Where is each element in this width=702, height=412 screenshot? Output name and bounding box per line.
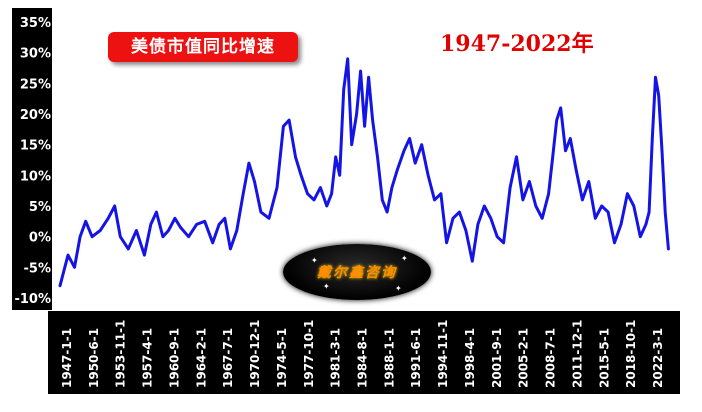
watermark-text: 戴尔鑫咨询	[317, 265, 397, 281]
y-tick-label: 5%	[29, 200, 51, 215]
x-tick-label: 2011-12-1	[570, 320, 584, 388]
x-tick-label: 1994-11-1	[436, 320, 450, 388]
x-tick-label: 1981-3-1	[329, 328, 343, 388]
x-tick-label: 1970-12-1	[248, 320, 262, 388]
y-tick-label: 35%	[20, 16, 51, 31]
series-line	[58, 57, 670, 288]
x-tick-label: 1964-2-1	[194, 328, 208, 388]
x-tick-label: 2018-10-1	[624, 320, 638, 388]
x-tick-label: 1957-4-1	[141, 328, 155, 388]
x-tick-label: 1960-9-1	[167, 328, 181, 388]
y-tick-label: 25%	[20, 77, 51, 92]
x-tick-label: 1953-11-1	[114, 320, 128, 388]
x-tick-label: 2008-7-1	[544, 328, 558, 388]
x-tick-label: 1967-7-1	[221, 328, 235, 388]
y-tick-label: 15%	[20, 139, 51, 154]
x-tick-label: 1998-4-1	[463, 328, 477, 388]
x-tick-label: 1988-1-1	[382, 328, 396, 388]
x-tick-label: 2001-9-1	[490, 328, 504, 388]
y-tick-label: 10%	[20, 169, 51, 184]
y-tick-label: 30%	[20, 47, 51, 62]
chart-subtitle: 1947-2022年	[440, 31, 594, 57]
x-axis-panel	[48, 311, 680, 394]
y-axis-panel	[12, 8, 52, 310]
y-tick-label: 20%	[20, 108, 51, 123]
x-tick-label: 2005-2-1	[517, 328, 531, 388]
y-tick-label: -10%	[14, 292, 51, 307]
x-tick-label: 1977-10-1	[302, 320, 316, 388]
x-tick-label: 1947-1-1	[60, 328, 74, 388]
x-tick-label: 1984-8-1	[356, 328, 370, 388]
y-tick-label: -5%	[24, 261, 51, 276]
x-tick-label: 1974-5-1	[275, 328, 289, 388]
x-tick-label: 2022-3-1	[651, 328, 665, 388]
x-tick-label: 1991-6-1	[409, 328, 423, 388]
y-tick-label: 0%	[29, 231, 51, 246]
x-tick-label: 2015-5-1	[597, 328, 611, 388]
x-tick-label: 1950-6-1	[87, 328, 101, 388]
chart-title: 美债市值同比增速	[108, 32, 298, 62]
watermark-logo: ✦ ✦ ✦ ✦ 戴尔鑫咨询	[283, 244, 431, 300]
